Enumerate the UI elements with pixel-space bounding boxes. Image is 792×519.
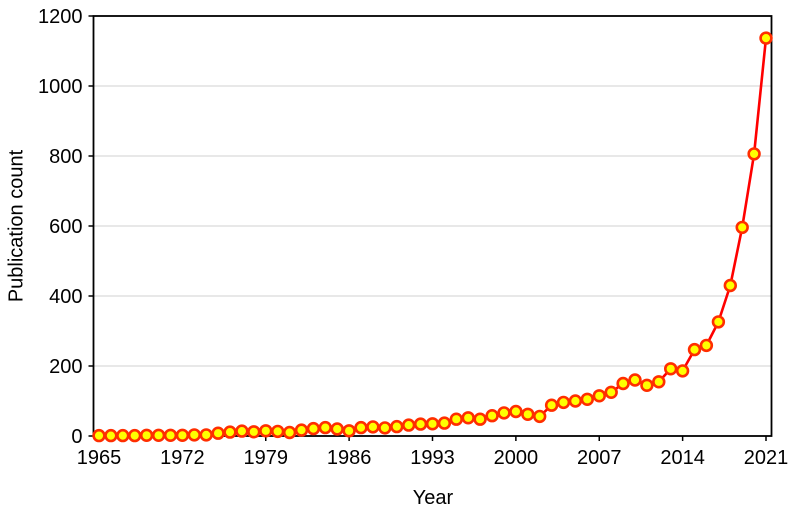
data-point-1982 — [294, 423, 309, 437]
x-axis-title: Year — [412, 487, 454, 509]
data-point-1971 — [163, 428, 178, 442]
data-point-2003 — [544, 398, 559, 412]
x-tick-label-1972: 1972 — [160, 447, 205, 469]
data-point-1976 — [223, 425, 237, 439]
data-point-2008 — [604, 385, 618, 399]
x-tick-label-2021: 2021 — [744, 447, 789, 469]
data-point-1988 — [366, 420, 380, 434]
data-point-1979 — [259, 424, 273, 438]
data-point-2000 — [509, 404, 523, 419]
data-point-1991 — [402, 418, 416, 432]
data-point-2009 — [616, 376, 630, 391]
x-tick-label-1986: 1986 — [327, 447, 372, 469]
data-point-1989 — [378, 421, 392, 435]
series-line — [99, 37, 768, 437]
data-point-2005 — [568, 394, 583, 408]
data-point-2012 — [652, 375, 666, 389]
data-point-1967 — [116, 428, 130, 443]
y-tick-label-400: 400 — [49, 286, 82, 308]
data-point-2017 — [711, 315, 726, 329]
data-point-1973 — [187, 428, 202, 442]
data-point-1999 — [497, 406, 511, 420]
data-point-1998 — [485, 409, 499, 423]
y-tick-label-200: 200 — [49, 356, 82, 378]
data-point-1965 — [92, 428, 106, 443]
data-point-1972 — [175, 428, 190, 442]
data-point-2019 — [735, 220, 749, 235]
y-tick-label-800: 800 — [49, 146, 82, 168]
data-point-1981 — [282, 425, 297, 440]
data-point-1983 — [306, 421, 321, 436]
data-point-1975 — [211, 426, 225, 440]
data-point-1977 — [235, 424, 249, 438]
x-tick-label-2014: 2014 — [660, 447, 705, 469]
data-point-2018 — [723, 278, 737, 293]
data-point-2020 — [747, 147, 761, 161]
x-tick-label-1965: 1965 — [77, 447, 122, 469]
x-tick-label-2000: 2000 — [494, 447, 539, 469]
data-point-1966 — [104, 428, 118, 443]
data-point-2015 — [687, 342, 702, 357]
data-point-1997 — [473, 412, 487, 426]
y-tick-label-600: 600 — [49, 216, 82, 238]
data-point-1985 — [330, 422, 344, 436]
y-tick-label-1000: 1000 — [38, 76, 83, 98]
data-point-2010 — [628, 373, 642, 387]
data-point-1974 — [199, 428, 213, 442]
data-point-2021 — [759, 31, 773, 45]
y-tick-label-0: 0 — [71, 426, 82, 448]
data-point-2006 — [580, 392, 594, 406]
y-axis-title: Publication count — [5, 149, 28, 303]
data-point-1978 — [247, 425, 261, 439]
data-point-1993 — [425, 417, 440, 431]
data-point-1980 — [271, 424, 285, 439]
data-point-1992 — [413, 417, 428, 431]
data-point-1990 — [390, 419, 404, 434]
x-tick-label-1979: 1979 — [244, 447, 289, 469]
data-point-2013 — [663, 362, 678, 376]
data-point-1968 — [128, 428, 142, 443]
data-point-1986 — [342, 424, 356, 438]
data-point-2002 — [532, 409, 547, 424]
x-tick-label-1993: 1993 — [410, 447, 455, 469]
data-point-1996 — [461, 411, 475, 425]
data-point-1994 — [437, 416, 452, 430]
data-point-1987 — [354, 420, 368, 435]
data-point-1984 — [318, 420, 332, 435]
data-point-2001 — [521, 407, 535, 421]
data-point-2014 — [675, 364, 690, 378]
data-point-2007 — [592, 389, 606, 403]
data-point-2011 — [640, 378, 654, 392]
data-point-2004 — [556, 395, 571, 410]
data-point-2016 — [699, 338, 714, 353]
data-point-1995 — [449, 412, 463, 426]
data-point-1969 — [139, 428, 154, 442]
y-tick-label-1200: 1200 — [38, 6, 83, 28]
x-tick-label-2007: 2007 — [577, 447, 622, 469]
data-point-1970 — [151, 428, 166, 442]
